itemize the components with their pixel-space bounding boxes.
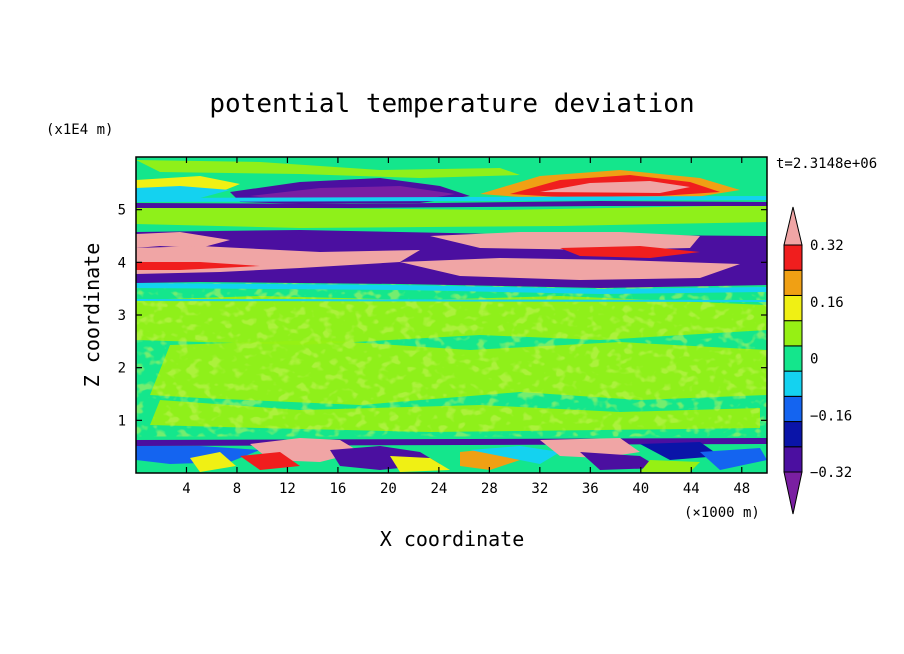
colorbar-extend-top (783, 206, 803, 246)
pink-right-mid (400, 258, 740, 280)
bottom-cyan (470, 446, 560, 464)
red-right (560, 246, 700, 258)
colorbar-box (783, 370, 803, 397)
bottom-navy (640, 442, 720, 460)
x-axis-unit: (×1000 m) (684, 505, 760, 521)
colorbar-box (783, 395, 803, 423)
y-axis-label: Z coordinate (80, 243, 104, 388)
lime-region (136, 160, 520, 178)
pink-right-top (430, 232, 700, 250)
x-tick-label: 32 (531, 481, 548, 497)
x-tick-label: 48 (733, 481, 750, 497)
y-tick-label: 5 (118, 203, 126, 219)
colorbar-box (783, 446, 803, 473)
x-tick-label: 36 (582, 481, 599, 497)
field-texture (136, 283, 767, 437)
purple-line (136, 201, 767, 208)
lime-region (136, 205, 767, 228)
contour-field (136, 157, 767, 473)
y-tick-label: 4 (118, 255, 126, 271)
pink-left-top (136, 232, 230, 248)
colorbar-box (783, 320, 803, 347)
bottom-yellow-1 (190, 452, 236, 472)
cyan-line-3 (136, 299, 767, 302)
x-tick-label: 4 (182, 481, 190, 497)
colorbar-label: −0.16 (810, 408, 852, 424)
y-axis-unit: (x1E4 m) (46, 122, 113, 138)
colorbar-box (783, 244, 803, 271)
bottom-pink-2 (540, 438, 640, 458)
cyan-patch (136, 186, 230, 198)
colorbar-label: 0.16 (810, 295, 844, 311)
bottom-yellow-2 (390, 456, 450, 472)
chart-title: potential temperature deviation (209, 89, 694, 119)
bottom-blue-right (700, 448, 767, 470)
colorbar-box (783, 345, 803, 372)
pink-lens (540, 181, 690, 193)
x-tick-label: 16 (329, 481, 346, 497)
colorbar: 0.32 0.16 0 −0.16 −0.32 (783, 206, 852, 515)
x-tick-label: 24 (430, 481, 447, 497)
bottom-purple-3 (580, 452, 660, 470)
x-tick-label: 8 (233, 481, 241, 497)
time-label: t=2.3148e+06 (776, 156, 877, 172)
bottom-blue-left (136, 446, 260, 464)
colorbar-label: −0.32 (810, 465, 852, 481)
x-tick-label: 40 (632, 481, 649, 497)
red-left (136, 262, 260, 270)
bottom-lime (640, 460, 700, 472)
x-tick-label: 12 (279, 481, 296, 497)
y-tick-label: 3 (118, 308, 126, 324)
cyan-line-2 (136, 283, 767, 294)
y-tick-label: 2 (118, 361, 126, 377)
colorbar-box (783, 269, 803, 296)
x-tick-label: 44 (683, 481, 700, 497)
x-tick-label: 20 (380, 481, 397, 497)
y-tick-label: 1 (118, 413, 126, 429)
cyan-line (136, 196, 767, 202)
colorbar-box (783, 421, 803, 448)
bottom-red-1 (240, 452, 300, 470)
x-axis: 4 8 12 16 20 24 28 32 36 40 44 48 (182, 157, 750, 497)
colorbar-label: 0 (810, 352, 818, 368)
x-axis-label: X coordinate (380, 527, 525, 551)
y-axis: 1 2 3 4 5 (118, 203, 767, 429)
colorbar-extend-bottom (783, 471, 803, 515)
colorbar-label: 0.32 (810, 238, 844, 254)
x-tick-label: 28 (481, 481, 498, 497)
colorbar-box (783, 294, 803, 322)
